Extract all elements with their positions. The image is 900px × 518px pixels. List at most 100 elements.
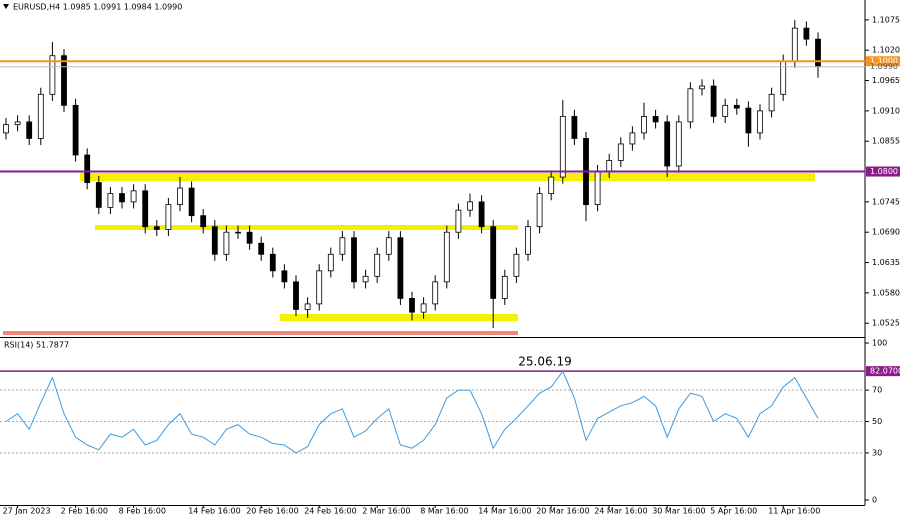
x-tick-label: 8 Mar 16:00 bbox=[420, 507, 468, 516]
candle-body bbox=[165, 204, 172, 230]
candle-body bbox=[455, 209, 462, 233]
level-label: 1.1000 bbox=[870, 57, 898, 66]
last-price-label: 1.0990 bbox=[870, 62, 898, 71]
symbol-header: EURUSD,H4 1.0985 1.0991 1.0984 1.0990 bbox=[13, 3, 182, 12]
x-tick-label: 11 Apr 16:00 bbox=[768, 507, 820, 516]
y-tick-label: 30 bbox=[872, 448, 882, 457]
candle-body bbox=[397, 237, 404, 299]
y-tick-label: 0 bbox=[872, 495, 877, 504]
level-label-box bbox=[866, 366, 900, 377]
candle-body bbox=[374, 253, 381, 277]
x-tick-label: 8 Feb 16:00 bbox=[119, 507, 166, 516]
candle-body bbox=[339, 237, 346, 255]
candle-body bbox=[490, 226, 497, 299]
x-tick-label: 2 Feb 16:00 bbox=[61, 507, 108, 516]
x-tick-label: 20 Mar 16:00 bbox=[536, 507, 589, 516]
level-label-box bbox=[866, 166, 900, 177]
support-line bbox=[3, 331, 518, 335]
candle-body bbox=[652, 115, 659, 123]
y-tick-label: 100 bbox=[872, 339, 887, 348]
x-tick-label: 2 Mar 16:00 bbox=[362, 507, 410, 516]
candle-body bbox=[37, 93, 44, 139]
annotation: 25.06.19 bbox=[518, 355, 571, 369]
candle-body bbox=[687, 88, 694, 123]
candle-body bbox=[223, 231, 230, 255]
candle-body bbox=[606, 160, 613, 172]
candle-body bbox=[153, 226, 160, 230]
candle-body bbox=[200, 215, 207, 228]
candle-body bbox=[72, 104, 79, 156]
candle-body bbox=[745, 107, 752, 134]
x-tick-label: 14 Feb 16:00 bbox=[188, 507, 240, 516]
candle-body bbox=[327, 253, 334, 272]
candle-body bbox=[478, 201, 485, 228]
candle-body bbox=[559, 115, 566, 178]
candle-body bbox=[803, 27, 810, 40]
y-tick-label: 1.0910 bbox=[872, 106, 900, 115]
menu-triangle[interactable] bbox=[3, 4, 9, 9]
candle-body bbox=[629, 132, 636, 145]
y-tick-label: 1.0580 bbox=[872, 288, 900, 297]
candle-body bbox=[443, 231, 450, 283]
candle-body bbox=[130, 190, 137, 203]
candle-body bbox=[385, 237, 392, 255]
candle-body bbox=[432, 281, 439, 305]
level-label-box bbox=[866, 56, 900, 67]
candle-body bbox=[177, 187, 183, 206]
candle-body bbox=[815, 38, 821, 68]
x-tick-label: 24 Mar 16:00 bbox=[594, 507, 647, 516]
x-tick-label: 24 Feb 16:00 bbox=[304, 507, 356, 516]
candle-body bbox=[710, 85, 717, 117]
level-label: 82.0700 bbox=[870, 367, 900, 376]
candle-body bbox=[617, 143, 624, 161]
candle-body bbox=[211, 226, 218, 255]
candle-body bbox=[316, 270, 323, 305]
candle-body bbox=[49, 55, 56, 95]
candle-body bbox=[304, 303, 311, 310]
candle-body bbox=[548, 176, 555, 194]
candle-body bbox=[594, 171, 601, 206]
candle-body bbox=[14, 121, 21, 126]
candle-body bbox=[281, 270, 288, 283]
candle-body bbox=[525, 226, 531, 255]
candle-body bbox=[119, 193, 125, 203]
candle-body bbox=[269, 253, 276, 272]
y-tick-label: 50 bbox=[872, 417, 882, 426]
y-tick-label: 1.0745 bbox=[872, 197, 900, 206]
candle-body bbox=[26, 121, 33, 139]
y-tick-label: 1.0635 bbox=[872, 258, 900, 267]
y-tick-label: 1.0690 bbox=[872, 228, 900, 237]
candle-body bbox=[768, 93, 775, 112]
y-tick-label: 70 bbox=[872, 386, 882, 395]
candle-body bbox=[757, 110, 763, 134]
candle-body bbox=[571, 115, 578, 139]
candle-body bbox=[293, 281, 299, 310]
y-tick-label: 1.0855 bbox=[872, 137, 900, 146]
y-tick-label: 1.0525 bbox=[872, 319, 900, 328]
support-zone bbox=[80, 173, 815, 181]
x-tick-label: 14 Mar 16:00 bbox=[478, 507, 531, 516]
candle-body bbox=[501, 275, 508, 299]
x-tick-label: 30 Mar 16:00 bbox=[652, 507, 705, 516]
candle-body bbox=[664, 121, 671, 167]
candle-body bbox=[246, 231, 253, 244]
candle-body bbox=[780, 60, 787, 95]
level-label: 1.0800 bbox=[870, 167, 898, 176]
candle-body bbox=[3, 124, 9, 134]
candle-body bbox=[142, 190, 149, 228]
resistance-zone bbox=[95, 225, 518, 230]
candle-body bbox=[513, 253, 520, 277]
support-zone bbox=[280, 314, 518, 321]
y-tick-label: 1.1020 bbox=[872, 46, 900, 55]
candle-body bbox=[536, 193, 543, 228]
candle-body bbox=[722, 104, 729, 117]
candle-body bbox=[351, 237, 357, 283]
y-tick-label: 1.0965 bbox=[872, 76, 900, 85]
rsi-line bbox=[5, 370, 819, 454]
candle-body bbox=[791, 27, 798, 62]
candle-body bbox=[733, 104, 740, 109]
candle-body bbox=[258, 242, 265, 255]
